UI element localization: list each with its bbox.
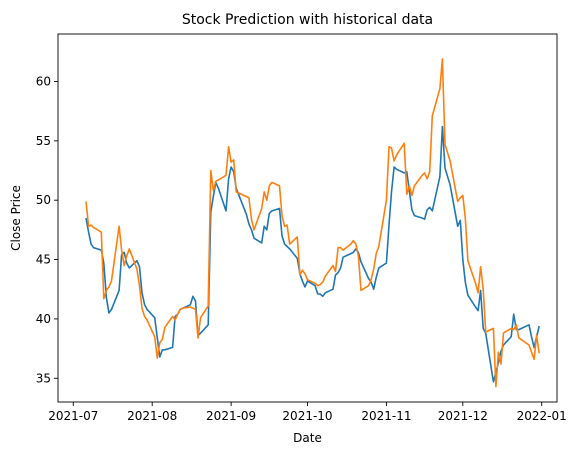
x-tick-label: 2021-07 — [48, 409, 98, 423]
y-tick-label: 35 — [36, 371, 51, 385]
x-tick-label: 2021-11 — [361, 409, 411, 423]
series-2-line — [85, 58, 540, 388]
plot-area — [85, 58, 540, 388]
y-tick-label: 45 — [36, 253, 51, 267]
chart-title: Stock Prediction with historical data — [182, 12, 433, 28]
series-1-line — [85, 125, 540, 383]
y-tick-label: 40 — [36, 312, 51, 326]
x-tick-label: 2021-08 — [127, 409, 177, 423]
y-tick-label: 50 — [36, 193, 51, 207]
x-axis: 2021-07 2021-08 2021-09 2021-10 2021-11 2021-… — [48, 402, 567, 423]
x-tick-label: 2021-10 — [282, 409, 332, 423]
y-axis-label: Close Price — [9, 185, 23, 251]
x-tick-label: 2021-09 — [206, 409, 256, 423]
y-tick-label: 55 — [36, 134, 51, 148]
y-axis: 35 40 45 50 55 60 — [36, 74, 58, 385]
x-tick-label: 2021-12 — [438, 409, 488, 423]
y-tick-label: 60 — [36, 74, 51, 88]
x-tick-label: 2022-01 — [517, 409, 567, 423]
x-axis-label: Date — [293, 431, 322, 445]
